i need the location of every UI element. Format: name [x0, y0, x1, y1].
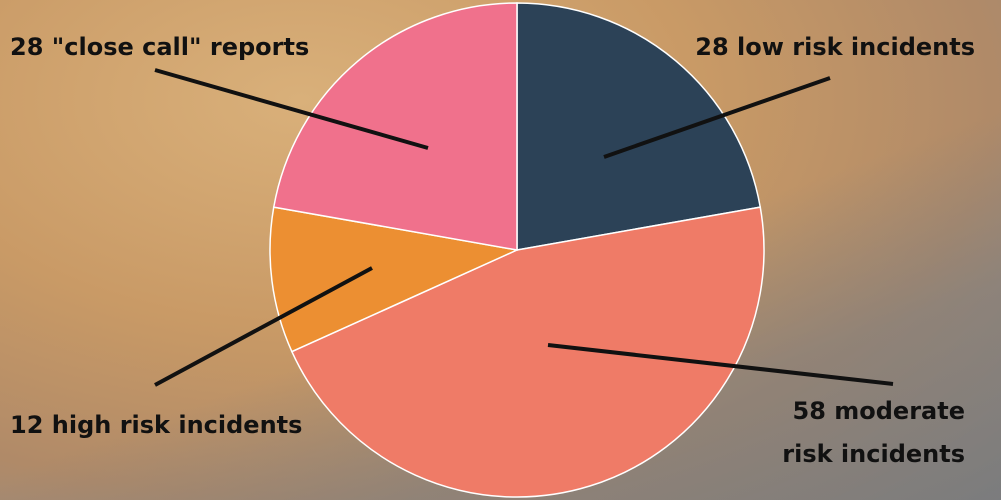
slice-label: 28 low risk incidents [695, 26, 975, 69]
slice-label: 28 "close call" reports [10, 26, 309, 69]
slice-label: 12 high risk incidents [10, 404, 302, 447]
slice-label: 58 moderate risk incidents [765, 390, 965, 476]
pie-slice [274, 3, 517, 250]
page: (() => { const data = JSON.parse(documen… [0, 0, 1001, 500]
